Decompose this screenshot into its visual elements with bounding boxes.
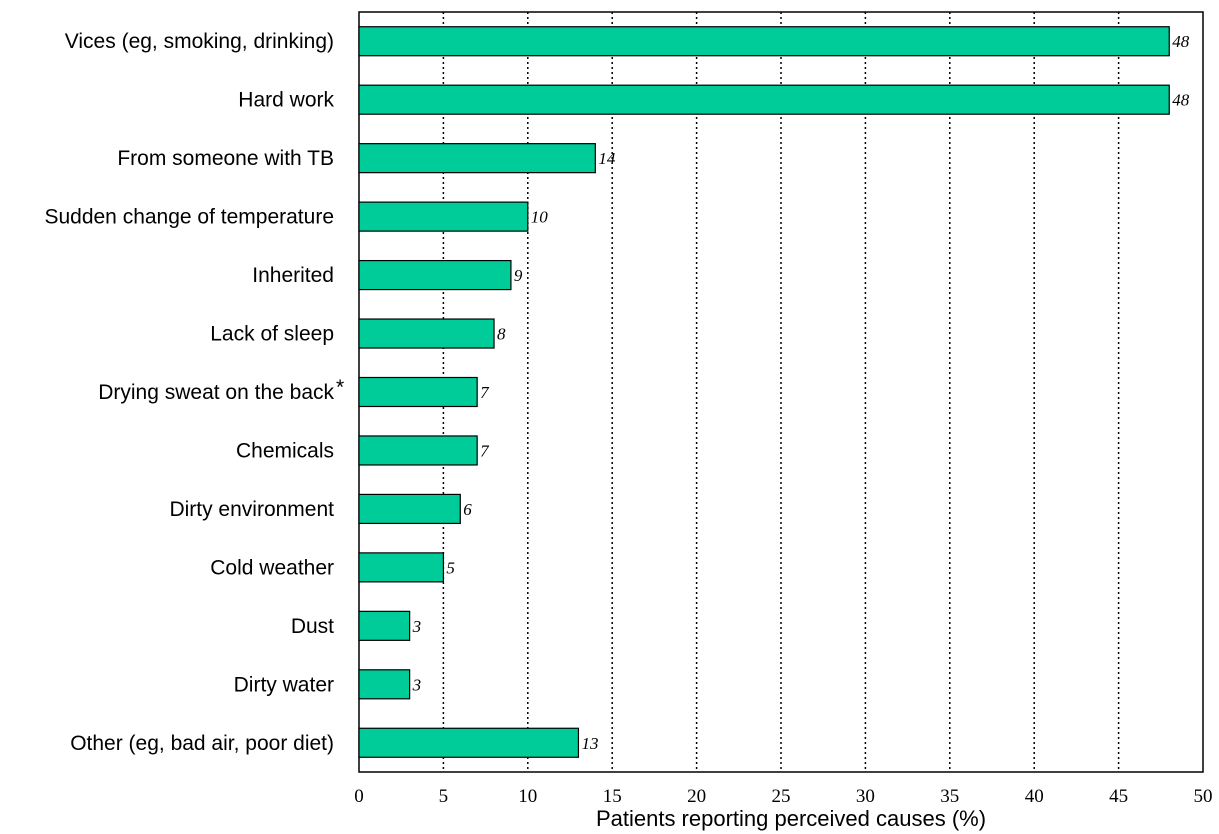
x-tick-label: 10 [518, 786, 537, 807]
bar [358, 727, 580, 758]
bar [358, 376, 478, 408]
bars [358, 26, 1170, 758]
category-label: Hard work [238, 89, 334, 112]
data-label: 7 [480, 441, 490, 460]
bar [358, 552, 445, 583]
category-label: Vices (eg, smoking, drinking) [65, 30, 334, 53]
data-label: 6 [463, 500, 472, 519]
bar [358, 435, 478, 466]
data-label: 5 [446, 558, 455, 577]
category-label: Sudden change of temperature [44, 206, 334, 229]
category-label: Dirty water [234, 673, 334, 696]
bar [358, 84, 1170, 115]
data-label: 14 [598, 149, 616, 168]
category-label: Chemicals [236, 439, 334, 462]
data-labels: 48 48 14 10 9 8 7 7 6 5 3 3 13 [412, 32, 1190, 753]
x-tick-label: 40 [1025, 786, 1044, 807]
data-label: 48 [1172, 91, 1190, 110]
x-tick-label: 20 [687, 786, 706, 807]
category-label: Dust [291, 615, 334, 638]
category-mark: * [336, 376, 344, 399]
x-tick-label: 5 [439, 786, 449, 807]
x-tick-label: 0 [354, 786, 364, 807]
data-label: 8 [497, 325, 506, 344]
grid-lines [442, 12, 1120, 772]
data-label: 9 [514, 266, 523, 285]
bar [358, 259, 512, 291]
x-tick-label: 25 [772, 786, 791, 807]
category-label: Other (eg, bad air, poor diet) [70, 732, 334, 755]
bar [358, 143, 596, 174]
bar [358, 669, 411, 700]
category-label: Drying sweat on the back [98, 381, 334, 404]
x-axis-title: Patients reporting perceived causes (%) [596, 806, 986, 831]
bar [358, 493, 461, 525]
x-tick-label: 35 [940, 786, 959, 807]
data-label: 13 [581, 734, 598, 753]
category-label: Dirty environment [169, 498, 334, 521]
x-tick-label: 45 [1109, 786, 1128, 807]
data-label: 3 [412, 675, 422, 694]
category-label: Inherited [252, 264, 334, 287]
bar [358, 610, 411, 641]
bar [358, 26, 1170, 57]
category-label: Cold weather [210, 556, 334, 579]
x-tick-label: 15 [603, 786, 622, 807]
category-labels: Vices (eg, smoking, drinking) Hard work Fr… [44, 30, 344, 755]
data-label: 3 [412, 617, 422, 636]
x-tick-label: 30 [856, 786, 875, 807]
data-label: 10 [531, 208, 549, 227]
category-label: Lack of sleep [210, 323, 334, 346]
bar [358, 201, 529, 232]
data-label: 7 [480, 383, 490, 402]
x-axis-ticks: 0 5 10 15 20 25 30 35 40 45 50 [354, 786, 1212, 807]
bar [358, 318, 495, 349]
category-label: From someone with TB [117, 147, 334, 170]
x-tick-label: 50 [1194, 786, 1213, 807]
data-label: 48 [1172, 32, 1190, 51]
